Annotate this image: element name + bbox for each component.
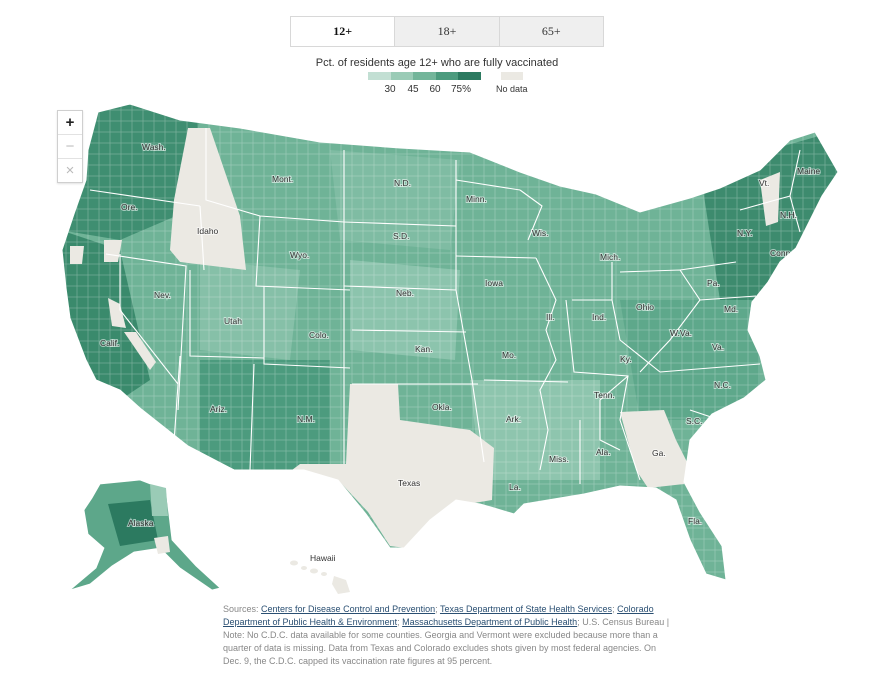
state-label-ohio: Ohio xyxy=(636,302,654,312)
state-label-va: Va. xyxy=(712,342,724,352)
legend-swatch xyxy=(390,72,413,80)
state-label-la: La. xyxy=(509,482,521,492)
state-label-ri: R.I. xyxy=(802,254,815,264)
us-county-vaccination-map[interactable]: Wash. Ore. Calif. Nev. Idaho Mont. Wyo. … xyxy=(0,0,874,600)
tab-12-plus[interactable]: 12+ xyxy=(291,17,395,46)
source-link-texas-dshs[interactable]: Texas Department of State Health Service… xyxy=(439,604,613,614)
state-label-tenn: Tenn. xyxy=(594,390,615,400)
state-label-utah: Utah xyxy=(224,316,242,326)
sources-separator: ; xyxy=(435,604,440,614)
sources-note: Sources: Centers for Disease Control and… xyxy=(223,603,673,668)
source-link-massachusetts-dph[interactable]: Massachusetts Department of Public Healt… xyxy=(402,617,578,627)
state-label-hawaii: Hawaii xyxy=(310,553,336,563)
state-label-wyo: Wyo. xyxy=(290,250,309,260)
no-data-georgia xyxy=(620,410,690,488)
state-label-ga: Ga. xyxy=(652,448,666,458)
no-data-texas xyxy=(292,384,494,548)
state-label-colo: Colo. xyxy=(309,330,329,340)
state-label-ny: N.Y. xyxy=(737,228,752,238)
state-label-minn: Minn. xyxy=(466,194,487,204)
state-label-del: Del. xyxy=(764,312,779,322)
legend-tick: 60 xyxy=(429,84,441,95)
state-label-texas: Texas xyxy=(398,478,420,488)
legend-tick: 30 xyxy=(384,84,396,95)
sources-separator: ; xyxy=(612,604,618,614)
legend-swatch xyxy=(368,72,391,80)
legend-swatch xyxy=(435,72,458,80)
no-data-county xyxy=(124,332,156,370)
state-label-vt: Vt. xyxy=(759,178,769,188)
state-label-nm: N.M. xyxy=(297,414,315,424)
state-label-nev: Nev. xyxy=(154,290,171,300)
state-label-ky: Ky. xyxy=(620,354,632,364)
sources-note-text: ; U.S. Census Bureau | Note: No C.D.C. d… xyxy=(223,617,670,666)
state-label-mich: Mich. xyxy=(600,252,620,262)
state-label-idaho: Idaho xyxy=(197,226,219,236)
state-label-sd: S.D. xyxy=(393,231,410,241)
state-label-ore: Ore. xyxy=(121,202,138,212)
state-label-md: Md. xyxy=(724,304,738,314)
state-label-ala: Ala. xyxy=(596,447,611,457)
state-label-kan: Kan. xyxy=(415,344,433,354)
state-label-alaska: Alaska xyxy=(128,518,154,528)
age-group-tabs: 12+ 18+ 65+ xyxy=(290,16,604,47)
legend-no-data-label: No data xyxy=(496,84,528,94)
state-label-sc: S.C. xyxy=(686,416,703,426)
alaska-region xyxy=(150,484,168,516)
state-label-wis: Wis. xyxy=(532,228,549,238)
state-label-mo: Mo. xyxy=(502,350,516,360)
legend-no-data-swatch xyxy=(501,72,523,80)
state-label-iowa: Iowa xyxy=(485,278,503,288)
state-label-nd: N.D. xyxy=(394,178,411,188)
state-label-ill: Ill. xyxy=(546,312,555,322)
zoom-in-button[interactable]: + xyxy=(65,114,75,131)
state-label-wash: Wash. xyxy=(142,142,166,152)
sources-prefix: Sources: xyxy=(223,604,262,614)
legend-tick: 45 xyxy=(407,84,419,95)
state-label-fla: Fla. xyxy=(688,516,702,526)
tab-65-plus[interactable]: 65+ xyxy=(498,17,603,46)
alaska-no-data xyxy=(154,536,170,554)
state-label-okla: Okla. xyxy=(432,402,452,412)
state-label-nh: N.H. xyxy=(780,210,797,220)
state-label-mass: Mass. xyxy=(806,229,829,239)
state-label-pa: Pa. xyxy=(707,278,720,288)
zoom-control: + − × xyxy=(57,110,83,183)
source-link-colorado-cdphe[interactable]: Colorado Department of Public Health & E… xyxy=(223,604,654,627)
legend-title: Pct. of residents age 12+ who are fully … xyxy=(315,57,559,69)
no-data-vermont xyxy=(760,172,780,226)
state-borders xyxy=(89,128,801,484)
no-data-county xyxy=(104,240,122,262)
state-label-mont: Mont. xyxy=(272,174,293,184)
state-label-calif: Calif. xyxy=(100,338,119,348)
zoom-reset-button[interactable]: × xyxy=(58,158,82,182)
legend-color-scale xyxy=(368,72,481,80)
state-label-miss: Miss. xyxy=(549,454,569,464)
state-label-wva: W.Va. xyxy=(670,328,692,338)
state-label-ark: Ark. xyxy=(506,414,521,424)
legend-tick: 75% xyxy=(450,84,472,95)
alaska-region xyxy=(108,500,158,546)
state-label-neb: Neb. xyxy=(396,288,414,298)
legend-swatch xyxy=(413,72,436,80)
no-data-idaho xyxy=(170,128,246,270)
tab-18-plus[interactable]: 18+ xyxy=(394,17,499,46)
zoom-out-button[interactable]: − xyxy=(58,134,82,158)
source-link-cdc[interactable]: Centers for Disease Control and Preventi… xyxy=(261,604,436,614)
no-data-county xyxy=(70,246,84,264)
hawaii[interactable] xyxy=(290,560,350,595)
state-label-maine: Maine xyxy=(797,166,820,176)
legend-swatch xyxy=(458,72,481,80)
state-label-ind: Ind. xyxy=(592,312,606,322)
no-data-county xyxy=(108,298,126,328)
state-label-conn: Conn. xyxy=(770,248,793,258)
state-label-ariz: Ariz. xyxy=(210,404,227,414)
sources-separator: ; xyxy=(397,617,403,627)
state-label-nc: N.C. xyxy=(714,380,731,390)
state-label-nj: N.J. xyxy=(772,285,787,295)
